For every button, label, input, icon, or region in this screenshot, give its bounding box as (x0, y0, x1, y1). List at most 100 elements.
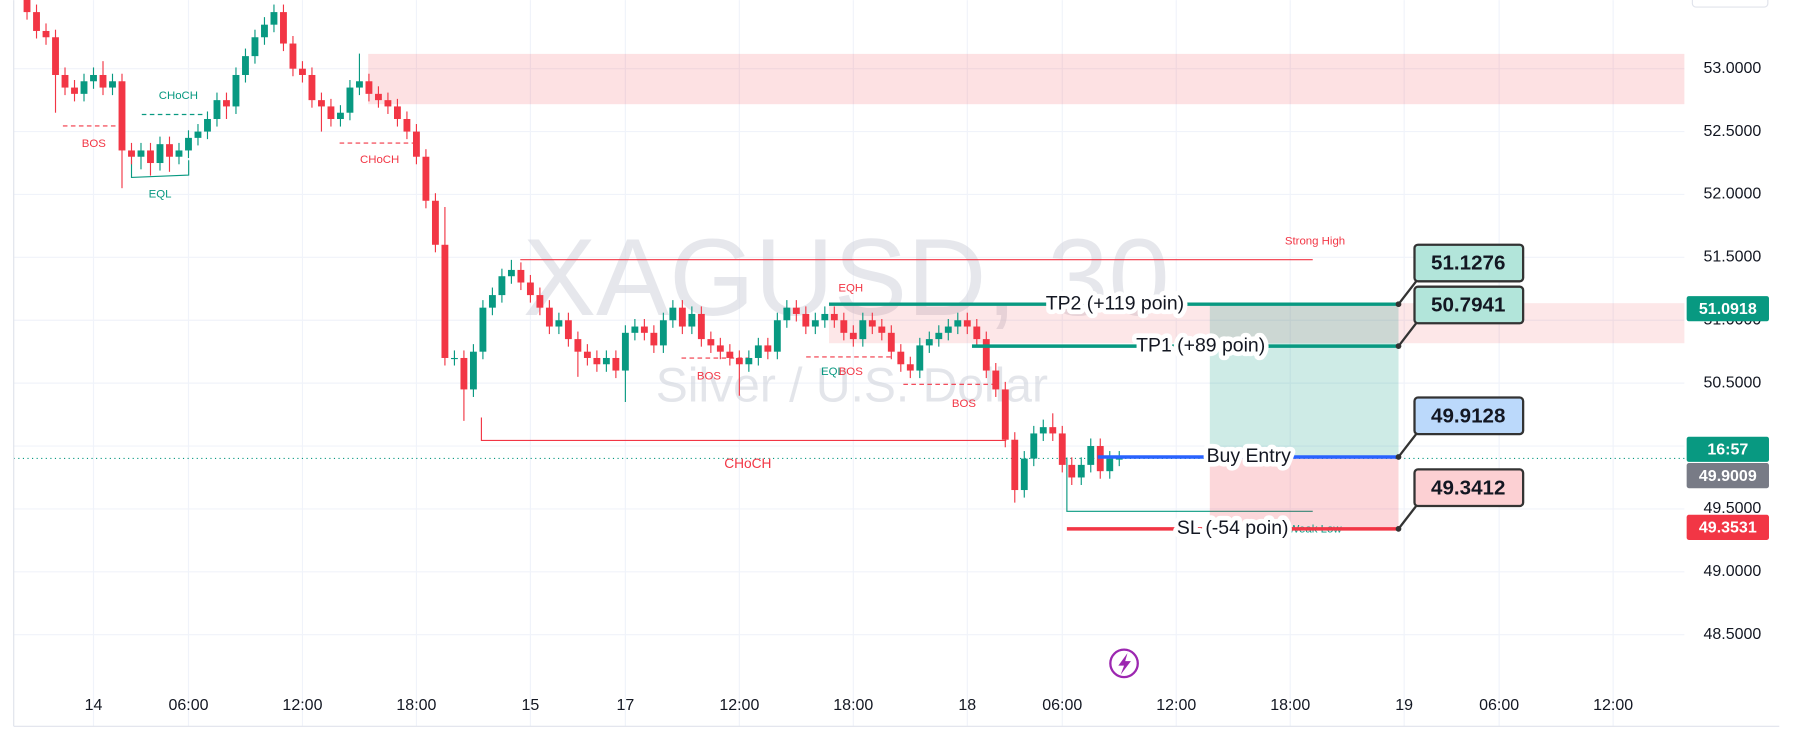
candle-body (109, 81, 116, 88)
callout-anchor (1395, 301, 1402, 308)
y-tick-label: 49.5000 (1703, 500, 1761, 517)
price-tag (1686, 514, 1769, 540)
x-tick-label: 14 (85, 697, 103, 714)
candle-body (735, 357, 743, 365)
smc-label: EQH (838, 282, 863, 294)
level-label: TP1 (+89 poin) (1136, 334, 1265, 356)
smc-label: BOS (952, 398, 977, 410)
candle-body (299, 68, 306, 75)
candle-body (23, 0, 31, 13)
candle-body (754, 345, 762, 358)
candle-body (1001, 389, 1009, 440)
candle-body (318, 100, 325, 107)
loss-zone (1209, 456, 1399, 529)
candle-body (422, 156, 430, 201)
candle-body (52, 37, 59, 75)
x-tick-label: 12:00 (282, 697, 322, 714)
candle-body (185, 137, 192, 151)
candle-body (925, 339, 933, 346)
candle-body (526, 282, 534, 296)
candle-body (479, 307, 487, 352)
smc-label: EQL (149, 189, 172, 201)
callout-value: 49.9128 (1431, 404, 1505, 427)
candle-body (593, 357, 601, 365)
candle-body (356, 81, 363, 88)
candle-body (564, 320, 572, 340)
candle-body (469, 351, 477, 390)
x-tick-label: 18:00 (833, 697, 873, 714)
level-label: SL (-54 poin) (1177, 517, 1289, 539)
candle-body (166, 144, 173, 157)
candle-body (716, 345, 724, 352)
candle-body (897, 351, 905, 365)
candle-body (1039, 427, 1047, 434)
candle-body (223, 100, 230, 107)
candle-body (944, 326, 952, 333)
candle-body (536, 295, 544, 308)
candle-body (650, 332, 658, 346)
callout-anchor (1395, 343, 1402, 349)
weak-low-line (1066, 457, 1313, 512)
level-label: Buy Entry (1207, 445, 1291, 467)
candle-body (194, 131, 202, 138)
candle-body (365, 81, 373, 94)
lightning-icon[interactable] (1109, 648, 1139, 679)
callout-anchor (1395, 526, 1402, 532)
candle-body (175, 150, 183, 157)
candle-body (61, 74, 69, 88)
x-tick-label: 06:00 (1042, 697, 1082, 714)
callout-value: 51.1276 (1431, 252, 1505, 275)
candle-body (242, 56, 249, 75)
toolbar-button[interactable] (1691, 0, 1769, 8)
candle-body (327, 106, 335, 120)
callout-value: 49.3412 (1431, 476, 1505, 499)
candle-body (137, 150, 145, 157)
watermark-description: Silver / U.S. Dollar (656, 360, 1048, 413)
candle-body (1077, 464, 1085, 478)
candle-body (849, 332, 857, 340)
candle-body (270, 12, 278, 25)
price-tag (1686, 463, 1769, 489)
callout-connector (1397, 320, 1419, 347)
candle-body (878, 326, 886, 333)
candle-body (384, 100, 392, 107)
candle-body (80, 81, 88, 94)
position-labels: TP2 (+119 poin) 51.1276 TP1 (+89 poin) 50.7… (829, 243, 1525, 544)
smc-label: CHoCH (360, 154, 399, 166)
y-tick-label: 52.5000 (1703, 123, 1761, 140)
candle-body (1106, 458, 1114, 472)
candle-body (346, 87, 354, 113)
candle-body (118, 81, 126, 151)
price-tag-label: 16:57 (1707, 442, 1748, 459)
candle-body (697, 313, 705, 340)
candle-body (71, 87, 78, 94)
smc-label: BOS (839, 366, 864, 378)
x-tick-label: 18:00 (396, 697, 436, 714)
candle-body (802, 313, 810, 327)
candle-body (213, 100, 221, 120)
candle-body (707, 339, 715, 346)
candle-body (308, 74, 316, 101)
callout-box (1413, 285, 1525, 325)
choch-line (480, 417, 1007, 441)
candle-body (887, 332, 895, 352)
candle-body (156, 144, 164, 164)
candle-body (773, 320, 781, 352)
candle-body (147, 150, 154, 164)
candle-body (992, 370, 1000, 390)
candle-body (973, 326, 981, 340)
smc-label: CHoCH (159, 90, 198, 102)
candle-body (204, 119, 211, 132)
x-tick-label: 18 (958, 697, 976, 714)
candle-body (251, 37, 259, 57)
callout-box (1413, 243, 1525, 283)
candle-body (1049, 427, 1057, 434)
eql-line (130, 160, 190, 178)
price-tag-label: 51.0918 (1699, 301, 1757, 318)
candle-body (1030, 433, 1038, 459)
x-tick-label: 12:00 (1593, 697, 1633, 714)
level-label: TP2 (+119 poin) (1046, 292, 1184, 314)
candle-body (640, 326, 648, 333)
candle-body (498, 276, 506, 296)
